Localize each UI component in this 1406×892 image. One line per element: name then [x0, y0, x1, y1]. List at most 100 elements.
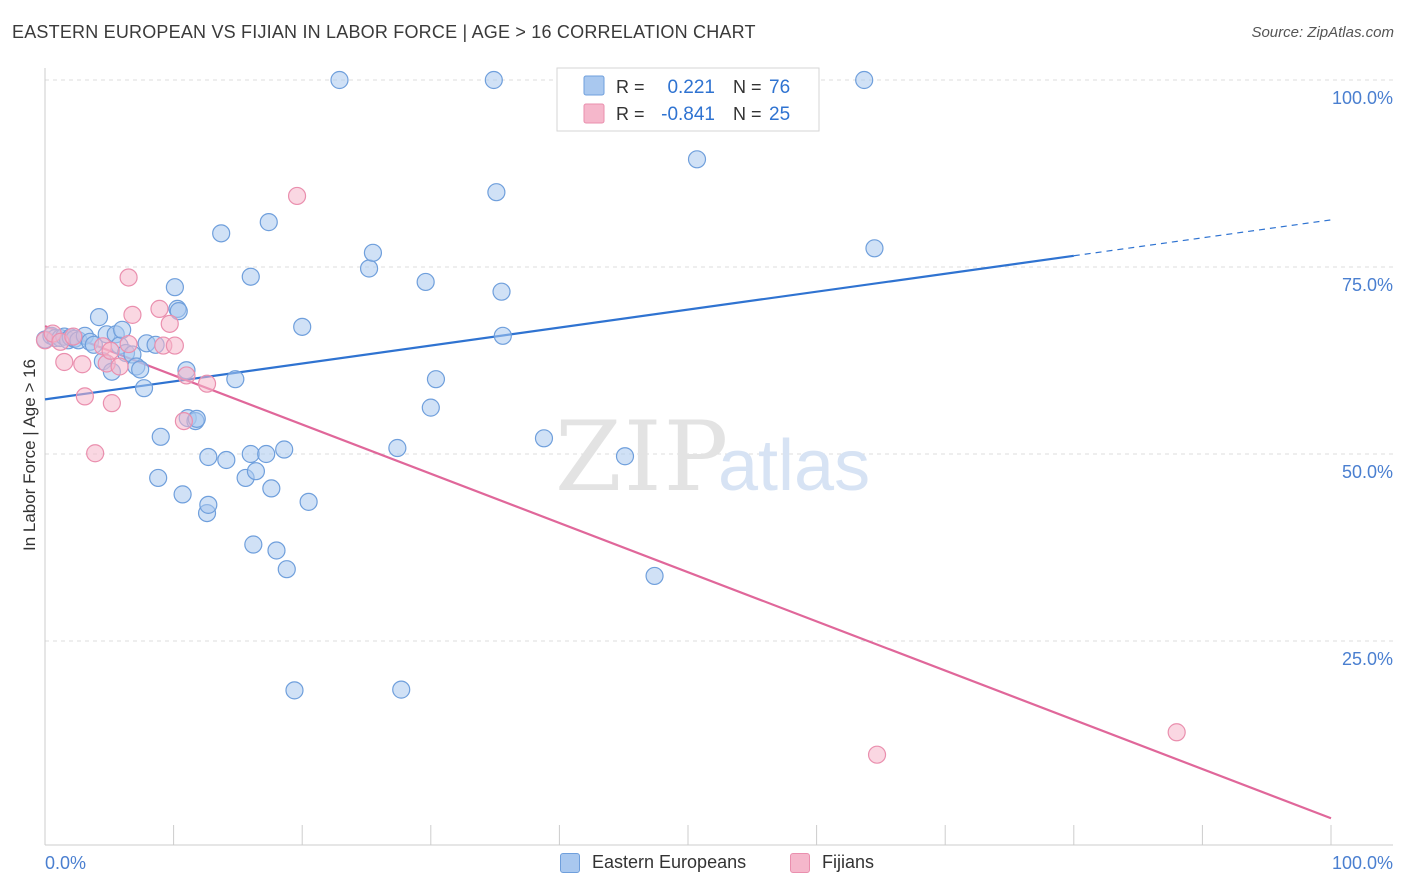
- eastern-european-point: [244, 535, 263, 554]
- data-points: [35, 70, 1186, 764]
- eastern-european-point: [293, 317, 312, 336]
- legend-swatch-blue: [583, 75, 605, 96]
- eastern-european-point: [134, 379, 154, 398]
- fijian-point: [174, 411, 193, 431]
- eastern-european-point: [257, 444, 276, 464]
- eastern-european-point: [416, 272, 435, 292]
- fijian-point: [1167, 723, 1186, 742]
- axes: [44, 68, 1393, 846]
- eastern-european-point: [199, 447, 218, 467]
- fijian-point: [102, 394, 121, 413]
- fijian-point: [119, 268, 138, 287]
- fijian-point: [197, 374, 217, 393]
- eastern-european-point: [89, 308, 109, 327]
- eastern-european-point: [865, 239, 884, 258]
- y-tick-label: 50.0%: [1342, 462, 1393, 482]
- legend-r-label-2: R =: [616, 104, 645, 124]
- fijian-point: [64, 327, 83, 346]
- legend-label-fijians: Fijians: [822, 852, 875, 872]
- legend-r-value-1: 0.221: [667, 77, 715, 98]
- eastern-european-point: [299, 492, 318, 511]
- legend-n-label-2: N =: [733, 104, 762, 124]
- eastern-european-point: [487, 183, 506, 202]
- eastern-european-point: [421, 398, 440, 417]
- fijian-point: [867, 745, 887, 764]
- eastern-european-point: [165, 278, 184, 297]
- eastern-european-point: [687, 150, 707, 169]
- top-legend: R = 0.221 N = 76 R = -0.841 N = 25: [556, 67, 820, 132]
- eastern-european-point: [151, 427, 170, 446]
- bottom-legend: Eastern Europeans Fijians: [0, 852, 1406, 878]
- fijian-point: [150, 299, 169, 318]
- trend-line-eastern-europeans: [44, 254, 1074, 401]
- y-tick-label: 100.0%: [1332, 88, 1393, 108]
- fijian-point: [86, 444, 105, 463]
- fijian-point: [75, 387, 94, 406]
- fijian-point: [55, 352, 74, 372]
- chart-title: EASTERN EUROPEAN VS FIJIAN IN LABOR FORC…: [12, 22, 756, 42]
- eastern-european-point: [267, 541, 286, 560]
- eastern-european-point: [262, 479, 281, 498]
- fijian-point: [165, 336, 184, 355]
- fijian-point: [110, 357, 129, 376]
- gridlines: [45, 79, 1393, 642]
- eastern-european-point: [615, 447, 635, 466]
- eastern-european-point: [359, 259, 379, 278]
- fijian-point: [160, 314, 179, 333]
- fijian-point: [287, 186, 307, 206]
- eastern-european-point: [131, 360, 150, 379]
- fijian-point: [119, 334, 138, 354]
- legend-item-eastern-europeans[interactable]: Eastern Europeans: [560, 852, 746, 873]
- legend-swatch-eastern-europeans: [560, 852, 580, 873]
- x-tick-label: 0.0%: [45, 853, 86, 873]
- fijian-point: [123, 305, 142, 324]
- eastern-european-point: [645, 566, 664, 586]
- eastern-european-point: [241, 444, 260, 464]
- legend-label-eastern-europeans: Eastern Europeans: [592, 852, 747, 872]
- y-tick-label: 25.0%: [1342, 649, 1393, 669]
- eastern-european-point: [855, 70, 874, 90]
- eastern-european-point: [484, 70, 503, 90]
- eastern-european-point: [226, 370, 245, 389]
- trend-line-eastern-europeans-extension: [1073, 219, 1332, 257]
- eastern-european-point: [212, 224, 231, 243]
- eastern-european-point: [173, 485, 192, 504]
- watermark-zip: ZIP: [555, 401, 730, 513]
- legend-r-value-2: -0.841: [661, 104, 715, 125]
- x-tick-label: 100.0%: [1332, 853, 1393, 873]
- eastern-european-point: [330, 70, 349, 90]
- eastern-european-point: [426, 370, 446, 389]
- eastern-european-point: [217, 450, 236, 470]
- trend-line-fijians: [44, 325, 1332, 820]
- eastern-european-point: [275, 440, 294, 459]
- eastern-european-point: [363, 243, 383, 262]
- tick-labels: 100.0% 75.0% 50.0% 25.0% 0.0% 100.0%: [45, 88, 1393, 873]
- legend-n-value-2: 25: [769, 104, 790, 125]
- legend-n-label-1: N =: [733, 77, 762, 97]
- eastern-european-point: [493, 326, 512, 345]
- fijian-point: [101, 341, 120, 360]
- eastern-european-point: [246, 462, 266, 481]
- eastern-european-point: [392, 680, 411, 699]
- y-tick-label: 75.0%: [1342, 275, 1393, 295]
- watermark: ZIP atlas: [555, 401, 870, 513]
- fijian-point: [73, 355, 92, 374]
- watermark-atlas: atlas: [718, 426, 870, 506]
- eastern-european-point: [241, 267, 260, 286]
- legend-item-fijians[interactable]: Fijians: [790, 852, 874, 873]
- eastern-european-point: [388, 438, 407, 458]
- legend-n-value-1: 76: [769, 77, 790, 98]
- fijian-point: [177, 366, 196, 385]
- eastern-european-point: [199, 495, 218, 514]
- legend-r-label-1: R =: [616, 77, 645, 97]
- eastern-european-point: [169, 302, 188, 321]
- eastern-european-point: [149, 468, 168, 488]
- source-credit: Source: ZipAtlas.com: [1251, 24, 1394, 41]
- eastern-european-point: [259, 213, 278, 232]
- eastern-european-point: [285, 681, 304, 700]
- eastern-european-point: [277, 560, 296, 579]
- legend-swatch-fijians: [790, 852, 810, 873]
- legend-swatch-pink: [583, 103, 605, 124]
- trend-lines: [44, 219, 1332, 820]
